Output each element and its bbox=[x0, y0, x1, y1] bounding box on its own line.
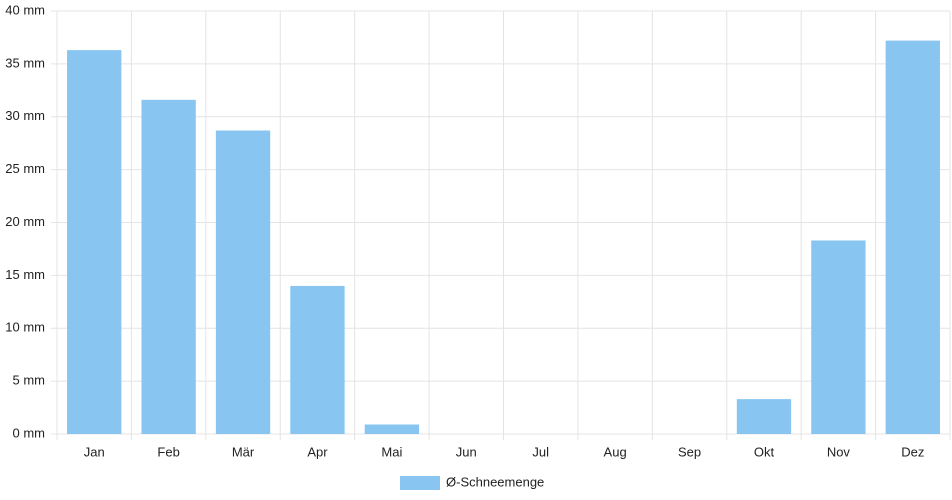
y-tick-label: 35 mm bbox=[5, 55, 45, 70]
x-tick-label: Aug bbox=[604, 444, 627, 459]
bar bbox=[141, 99, 196, 434]
y-tick-label: 5 mm bbox=[13, 373, 46, 388]
bar bbox=[811, 240, 866, 434]
x-tick-label: Apr bbox=[307, 444, 328, 459]
y-tick-label: 40 mm bbox=[5, 2, 45, 17]
x-tick-label: Jan bbox=[84, 444, 105, 459]
x-tick-label: Jul bbox=[532, 444, 549, 459]
y-tick-label: 30 mm bbox=[5, 108, 45, 123]
x-tick-label: Nov bbox=[827, 444, 851, 459]
x-tick-label: Okt bbox=[754, 444, 775, 459]
legend-label: Ø-Schneemenge bbox=[446, 474, 544, 489]
bar bbox=[364, 424, 420, 434]
x-tick-label: Mai bbox=[381, 444, 402, 459]
y-tick-label: 0 mm bbox=[13, 425, 46, 440]
y-tick-label: 15 mm bbox=[5, 267, 45, 282]
x-tick-label: Sep bbox=[678, 444, 701, 459]
y-tick-label: 10 mm bbox=[5, 320, 45, 335]
bar bbox=[736, 399, 792, 434]
x-tick-label: Mär bbox=[232, 444, 255, 459]
bar bbox=[290, 285, 345, 434]
x-tick-label: Jun bbox=[456, 444, 477, 459]
legend-swatch bbox=[400, 476, 440, 490]
x-tick-label: Dez bbox=[901, 444, 924, 459]
x-tick-label: Feb bbox=[157, 444, 179, 459]
bar bbox=[885, 40, 940, 435]
bar bbox=[215, 130, 271, 434]
y-tick-label: 25 mm bbox=[5, 161, 45, 176]
bar bbox=[67, 50, 122, 434]
y-tick-label: 20 mm bbox=[5, 214, 45, 229]
